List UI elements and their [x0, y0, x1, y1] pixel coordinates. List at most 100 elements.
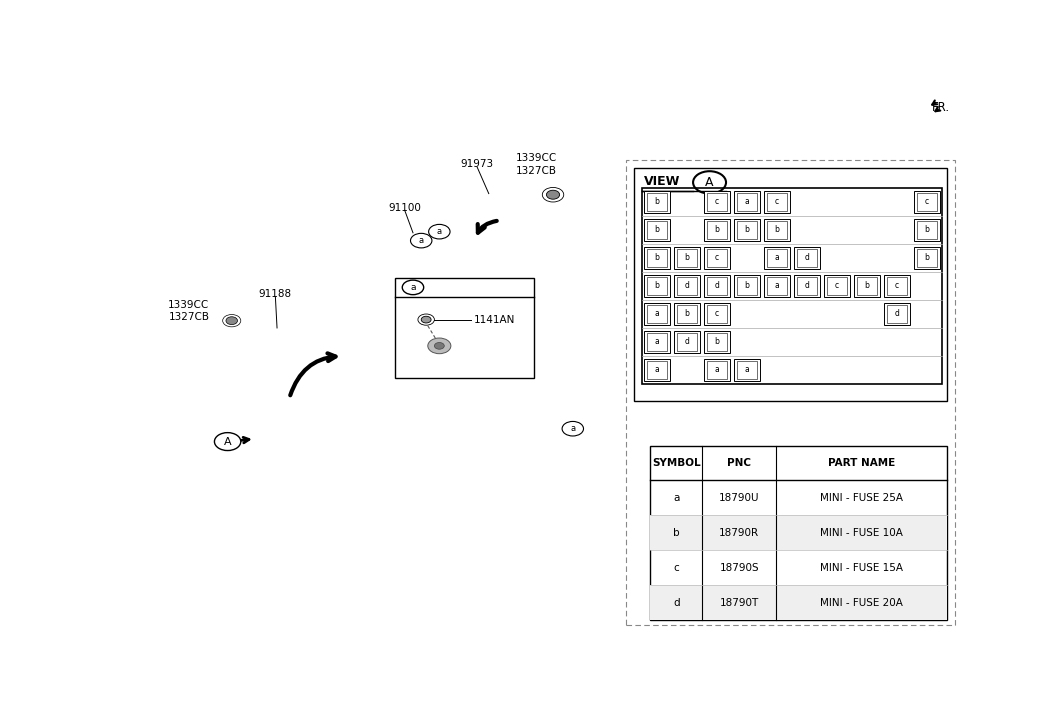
Bar [644, 359, 670, 381]
Text: b: b [655, 198, 659, 206]
Text: b: b [685, 310, 690, 318]
Text: 18790U: 18790U [719, 493, 759, 503]
Text: 18790S: 18790S [720, 563, 759, 573]
Bar [888, 278, 907, 294]
Text: d: d [685, 337, 690, 347]
Text: 1141AN: 1141AN [474, 315, 516, 325]
Bar [634, 169, 947, 401]
Text: a: a [655, 366, 659, 374]
Bar [677, 305, 696, 323]
Text: c: c [715, 198, 719, 206]
Bar [733, 191, 760, 213]
Text: b: b [685, 254, 690, 262]
Text: 1339CC
1327CB: 1339CC 1327CB [168, 300, 209, 322]
Text: b: b [775, 225, 779, 235]
Text: FR.: FR. [932, 101, 950, 114]
Text: 91188: 91188 [258, 289, 292, 300]
Bar [707, 305, 727, 323]
Bar [917, 222, 937, 238]
Bar [674, 303, 701, 325]
Text: a: a [714, 366, 720, 374]
Circle shape [562, 422, 584, 436]
Bar [707, 193, 727, 211]
Text: MINI - FUSE 10A: MINI - FUSE 10A [821, 528, 902, 538]
Bar [914, 219, 940, 241]
Bar [854, 275, 880, 297]
Text: b: b [744, 225, 749, 235]
Bar [763, 247, 790, 269]
Text: b: b [925, 225, 929, 235]
Bar [644, 331, 670, 353]
Circle shape [546, 190, 559, 199]
Text: a: a [570, 425, 575, 433]
Text: b: b [655, 281, 659, 291]
Bar [704, 303, 730, 325]
Text: b: b [655, 225, 659, 235]
Bar [917, 193, 937, 211]
Circle shape [435, 342, 444, 349]
Bar [647, 361, 667, 379]
Text: VIEW: VIEW [644, 175, 680, 188]
Bar [707, 361, 727, 379]
Bar [642, 188, 942, 384]
Bar [704, 331, 730, 353]
Bar [674, 247, 701, 269]
Text: b: b [744, 281, 749, 291]
Text: PART NAME: PART NAME [828, 458, 895, 468]
Circle shape [428, 225, 450, 239]
Text: d: d [894, 310, 899, 318]
Text: d: d [685, 281, 690, 291]
Text: A: A [706, 176, 713, 189]
Text: a: a [775, 281, 779, 291]
Bar [888, 305, 907, 323]
Text: PNC: PNC [727, 458, 752, 468]
Text: a: a [655, 337, 659, 347]
Circle shape [215, 433, 241, 451]
Bar [763, 275, 790, 297]
Bar [827, 278, 847, 294]
Text: a: a [744, 198, 749, 206]
Text: 18790T: 18790T [720, 598, 759, 608]
Text: b: b [655, 254, 659, 262]
Bar [767, 249, 787, 267]
Bar [737, 278, 757, 294]
Bar [644, 191, 670, 213]
Text: a: a [655, 310, 659, 318]
Bar [647, 278, 667, 294]
Bar [737, 193, 757, 211]
Text: MINI - FUSE 25A: MINI - FUSE 25A [820, 493, 904, 503]
Bar [767, 222, 787, 238]
Bar [647, 249, 667, 267]
Bar [651, 446, 947, 620]
Bar [651, 515, 947, 550]
Bar [763, 191, 790, 213]
Text: d: d [673, 598, 679, 608]
Text: a: a [410, 283, 416, 292]
Bar [644, 303, 670, 325]
Text: c: c [715, 310, 719, 318]
Text: 1339CC
1327CB: 1339CC 1327CB [516, 153, 557, 176]
Bar [797, 249, 816, 267]
Bar [794, 247, 821, 269]
Text: a: a [419, 236, 424, 245]
Bar [704, 275, 730, 297]
Text: b: b [714, 225, 720, 235]
Text: a: a [437, 227, 442, 236]
Text: a: a [775, 254, 779, 262]
Text: b: b [925, 254, 929, 262]
Bar [677, 249, 696, 267]
Text: c: c [673, 563, 679, 573]
Bar [677, 334, 696, 350]
Bar [707, 249, 727, 267]
Circle shape [427, 338, 451, 354]
Text: d: d [714, 281, 720, 291]
Text: c: c [925, 198, 929, 206]
Circle shape [410, 233, 432, 248]
Text: a: a [673, 493, 679, 503]
Bar [733, 219, 760, 241]
Text: 18790R: 18790R [720, 528, 759, 538]
Bar [644, 219, 670, 241]
Bar [674, 275, 701, 297]
Bar [794, 275, 821, 297]
Text: d: d [805, 281, 809, 291]
